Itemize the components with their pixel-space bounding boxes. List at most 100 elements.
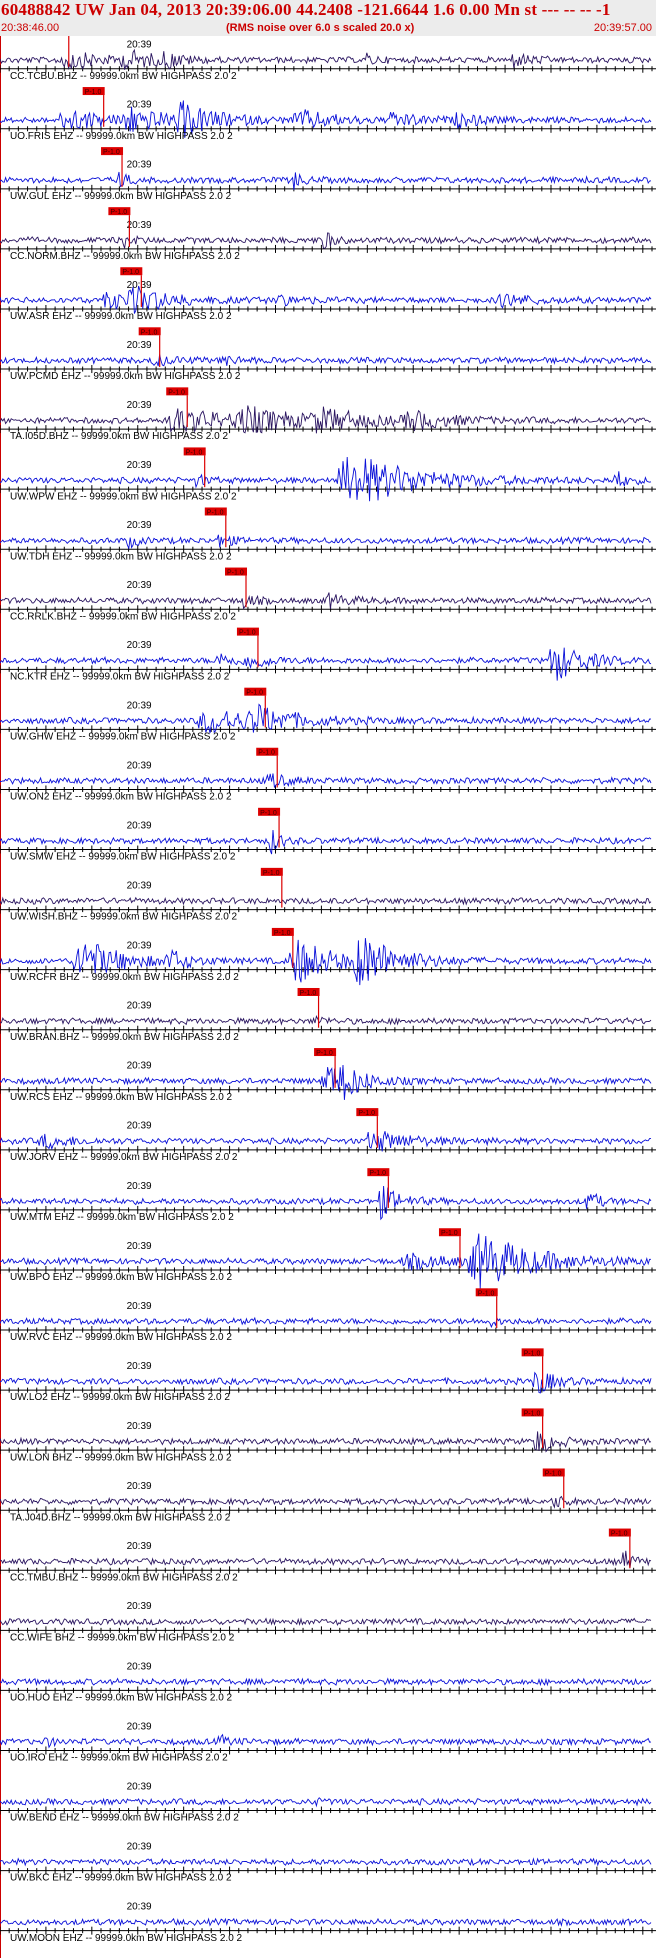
minute-marker-label: 20:39	[127, 340, 152, 351]
pick-label: P-1.0	[85, 89, 102, 96]
pick-label-box	[314, 1048, 337, 1057]
pick-label: P-1.0	[358, 1110, 375, 1117]
station-label: UW.GHW EHZ -- 99999.0km BW HIGHPASS 2.0 …	[10, 732, 236, 743]
pick-label-box	[475, 1288, 498, 1297]
minute-marker-label: 20:39	[127, 880, 152, 891]
minute-marker-label: 20:39	[127, 820, 152, 831]
station-label: CC.RRLK.BHZ -- 99999.0km BW HIGHPASS 2.0…	[10, 611, 236, 622]
station-label: UW.SMW EHZ -- 99999.0km BW HIGHPASS 2.0 …	[10, 852, 236, 863]
waveform-trace	[0, 354, 652, 367]
minute-marker-label: 20:39	[127, 1301, 152, 1312]
station-label: UW.JORV EHZ -- 99999.0km BW HIGHPASS 2.0…	[10, 1152, 238, 1163]
pick-label: P-1.0	[524, 1410, 541, 1417]
waveform-trace	[0, 456, 652, 502]
station-label: UW.TDH EHZ -- 99999.0km BW HIGHPASS 2.0 …	[10, 551, 232, 562]
minute-marker-label: 20:39	[127, 1781, 152, 1792]
minute-marker-label: 20:39	[127, 1841, 152, 1852]
minute-marker-label: 20:39	[127, 1481, 152, 1492]
station-label: UO.IRO EHZ -- 99999.0km BW HIGHPASS 2.0 …	[10, 1753, 228, 1764]
pick-label-box	[244, 687, 267, 696]
minute-marker-label: 20:39	[127, 220, 152, 231]
pick-label: P-1.0	[246, 690, 263, 697]
pick-label-box	[258, 807, 281, 816]
pick-label-box	[225, 567, 248, 576]
waveform-trace	[0, 1617, 652, 1627]
waveform-trace	[0, 829, 652, 855]
pick-label-box	[438, 1228, 461, 1237]
waveform-trace	[0, 1431, 652, 1453]
waveform-trace	[0, 938, 652, 986]
minute-marker-label: 20:39	[127, 1601, 152, 1612]
waveform-trace	[0, 773, 652, 789]
waveform-trace	[0, 285, 652, 314]
pick-label: P-1.0	[478, 1290, 495, 1297]
minute-marker-label: 20:39	[127, 1902, 152, 1913]
station-label: UW.LON BHZ -- 99999.0km BW HIGHPASS 2.0 …	[10, 1452, 232, 1463]
start-time-label: 20:38:46.00	[1, 22, 60, 34]
waveform-trace	[0, 703, 652, 734]
pick-label-box	[256, 747, 279, 756]
minute-marker-label: 20:39	[127, 40, 152, 51]
minute-marker-label: 20:39	[127, 160, 152, 171]
waveform-trace	[0, 1797, 652, 1808]
minute-marker-label: 20:39	[127, 400, 152, 411]
pick-label: P-1.0	[611, 1531, 628, 1538]
pick-label: P-1.0	[110, 209, 127, 216]
station-label: UW.WPW EHZ -- 99999.0km BW HIGHPASS 2.0 …	[10, 491, 237, 502]
pick-label: P-1.0	[274, 930, 291, 937]
pick-label-box	[120, 267, 143, 276]
pick-label: P-1.0	[258, 750, 275, 757]
pick-label: P-1.0	[300, 990, 317, 997]
pick-label-box	[183, 447, 206, 456]
minute-marker-label: 20:39	[127, 520, 152, 531]
minute-marker-label: 20:39	[127, 100, 152, 111]
station-label: UO.HUO EHZ -- 99999.0km BW HIGHPASS 2.0 …	[10, 1693, 233, 1704]
minute-marker-label: 20:39	[127, 460, 152, 471]
station-label: TA.J04D.BHZ -- 99999.0km BW HIGHPASS 2.0…	[10, 1512, 231, 1523]
pick-label: P-1.0	[545, 1470, 562, 1477]
waveform-trace	[0, 647, 652, 681]
waveform-trace	[0, 1733, 652, 1749]
station-label: CC.WIFE BHZ -- 99999.0km BW HIGHPASS 2.0…	[10, 1632, 235, 1643]
pick-label-box	[297, 987, 320, 996]
waveform-trace	[0, 1677, 652, 1687]
pick-label-box	[138, 327, 161, 336]
pick-label-box	[521, 1348, 544, 1357]
pick-label-box	[367, 1168, 390, 1177]
pick-label-box	[166, 387, 189, 396]
station-label: UW.BEND EHZ -- 99999.0km BW HIGHPASS 2.0…	[10, 1813, 239, 1824]
waveform-trace	[0, 896, 652, 906]
station-label: UW.RCFR BHZ -- 99999.0km BW HIGHPASS 2.0…	[10, 972, 239, 983]
minute-marker-label: 20:39	[127, 640, 152, 651]
pick-label: P-1.0	[207, 509, 224, 516]
station-label: UW.GUL EHZ -- 99999.0km BW HIGHPASS 2.0 …	[10, 191, 232, 202]
rms-scale-note: (RMS noise over 6.0 s scaled 20.0 x)	[226, 22, 415, 34]
station-label: TA.I05D.BHZ -- 99999.0km BW HIGHPASS 2.0…	[10, 431, 228, 442]
pick-label: P-1.0	[441, 1230, 458, 1237]
event-title: 60488842 UW Jan 04, 2013 20:39:06.00 44.…	[1, 0, 611, 19]
waveform-trace	[0, 1185, 652, 1221]
seismogram-plot: 20:39P-1.0CC.TCBU.BHZ -- 99999.0km BW HI…	[0, 36, 656, 1958]
pick-label: P-1.0	[369, 1170, 386, 1177]
pick-label-box	[204, 507, 227, 516]
waveform-trace	[0, 1233, 651, 1289]
station-label: UW.ASR EHZ -- 99999.0km BW HIGHPASS 2.0 …	[10, 311, 232, 322]
waveform-trace	[0, 48, 652, 70]
waveform-trace	[0, 1131, 652, 1152]
pick-label: P-1.0	[103, 149, 120, 156]
pick-label: P-1.0	[263, 870, 280, 877]
station-label: CC.TCBU.BHZ -- 99999.0km BW HIGHPASS 2.0…	[10, 71, 237, 82]
waveform-trace	[0, 1316, 652, 1329]
pick-label-box	[521, 1408, 544, 1417]
station-label: UO.FRIS EHZ -- 99999.0km BW HIGHPASS 2.0…	[10, 131, 233, 142]
minute-marker-label: 20:39	[127, 1541, 152, 1552]
pick-label: P-1.0	[524, 1350, 541, 1357]
waveform-trace	[0, 1917, 652, 1928]
pick-label-box	[236, 627, 259, 636]
pick-label-box	[108, 207, 131, 216]
pick-label: P-1.0	[122, 269, 139, 276]
pick-label-box	[260, 867, 283, 876]
minute-marker-label: 20:39	[127, 1001, 152, 1012]
minute-marker-label: 20:39	[127, 760, 152, 771]
station-label: UW.PCMD EHZ -- 99999.0km BW HIGHPASS 2.0…	[10, 371, 241, 382]
